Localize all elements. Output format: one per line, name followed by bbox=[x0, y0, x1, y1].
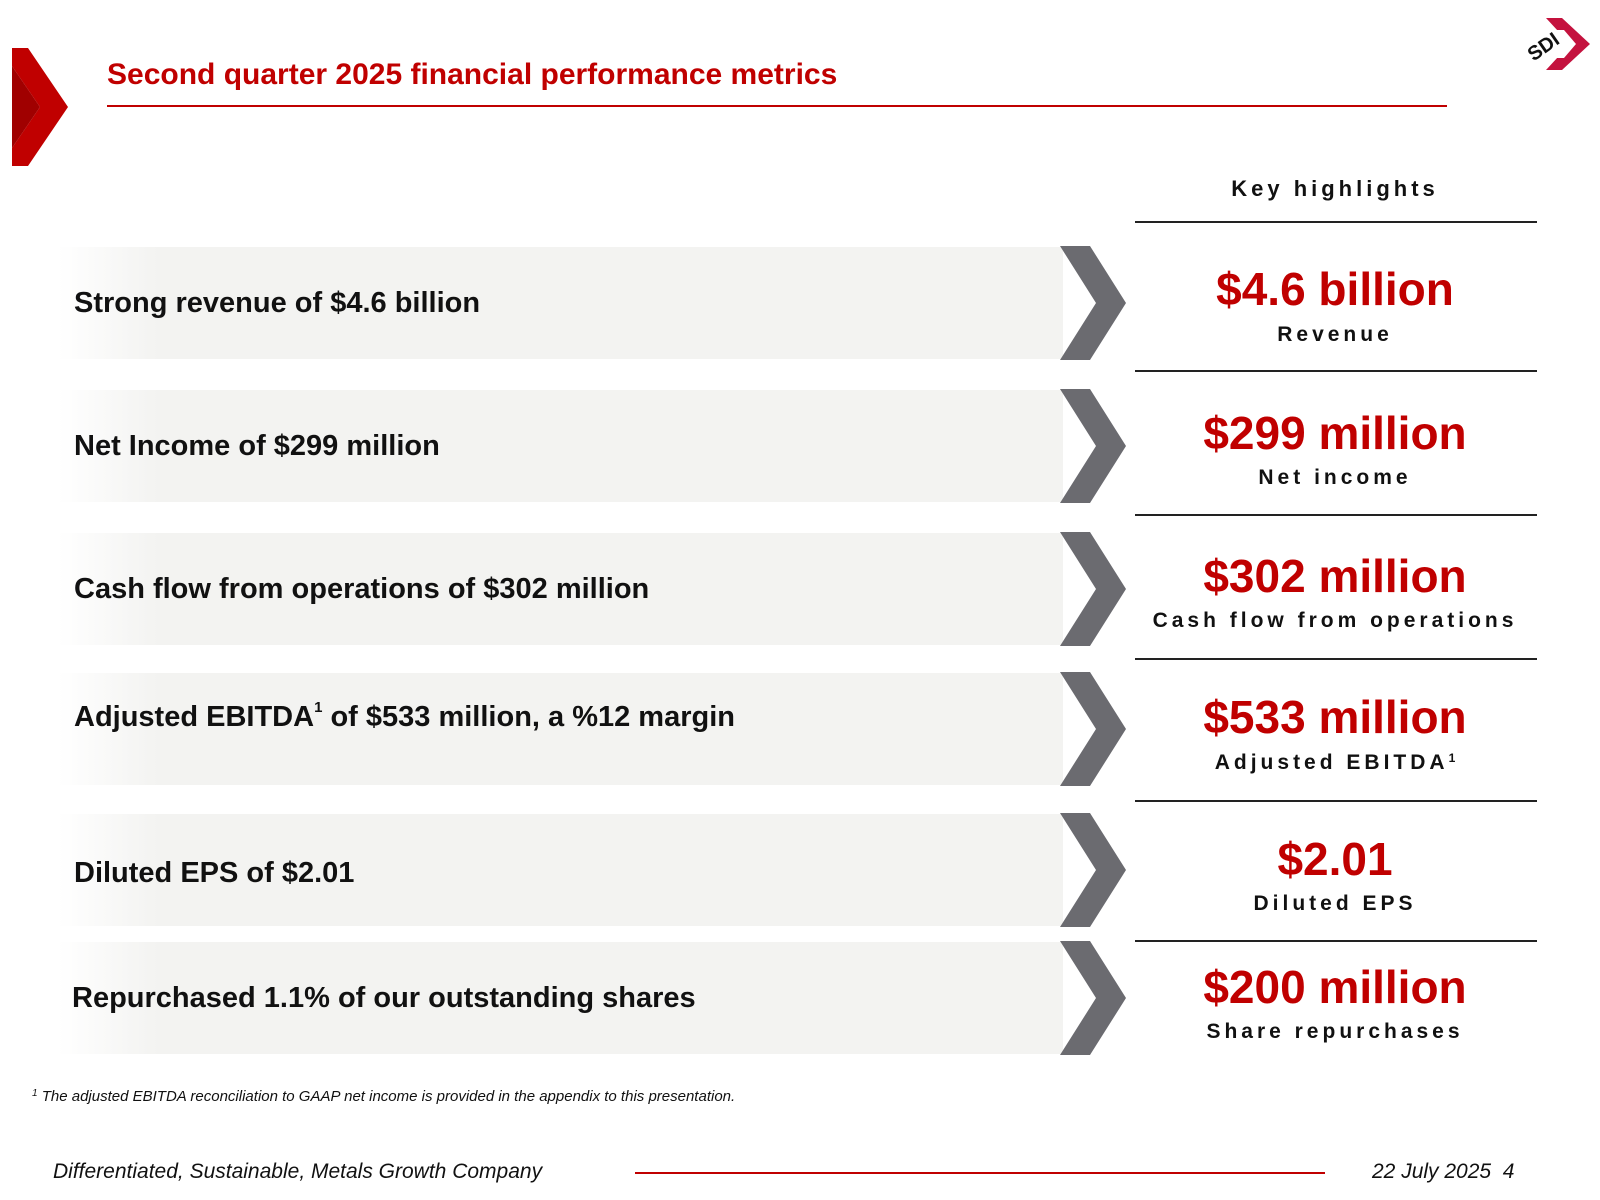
sdi-logo: SDI bbox=[1524, 18, 1590, 70]
metric-row-text: Net Income of $299 million bbox=[74, 430, 440, 462]
highlight-divider bbox=[1135, 370, 1537, 372]
highlight-label-text: Adjusted EBITDA bbox=[1214, 751, 1449, 774]
footnote-text: The adjusted EBITDA reconciliation to GA… bbox=[37, 1088, 736, 1105]
highlight-divider bbox=[1135, 940, 1537, 942]
chevron-right-icon bbox=[1060, 532, 1126, 646]
highlight-divider bbox=[1135, 658, 1537, 660]
metric-row-text-rest: of $533 million, a %12 margin bbox=[322, 701, 735, 733]
title-divider bbox=[107, 105, 1447, 107]
highlight-value: $200 million bbox=[1203, 961, 1467, 1013]
footer-date: 22 July 2025 bbox=[1372, 1160, 1492, 1183]
chevron-right-icon bbox=[1060, 389, 1126, 503]
metric-row-band bbox=[58, 533, 1063, 645]
highlight-label: Net income bbox=[1258, 466, 1412, 489]
footnote-marker: 1 bbox=[1448, 751, 1456, 765]
highlight-label: Adjusted EBITDA1 bbox=[1135, 751, 1535, 775]
highlight-divider bbox=[1135, 221, 1537, 223]
highlight-value: $533 million bbox=[1203, 691, 1467, 743]
metric-row-text: Repurchased 1.1% of our outstanding shar… bbox=[72, 982, 696, 1014]
footer-tagline: Differentiated, Sustainable, Metals Grow… bbox=[53, 1160, 543, 1183]
highlight-divider bbox=[1135, 800, 1537, 802]
chevron-right-icon bbox=[1060, 672, 1126, 786]
highlight-value: $2.01 bbox=[1277, 833, 1393, 885]
metric-row-band bbox=[58, 814, 1063, 926]
metric-row-band bbox=[58, 390, 1063, 502]
footnote-marker: 1 bbox=[32, 1088, 38, 1099]
highlight-label: Diluted EPS bbox=[1253, 892, 1417, 915]
highlight-label: Share repurchases bbox=[1206, 1020, 1464, 1043]
chevron-right-icon bbox=[1060, 813, 1126, 927]
metric-row-text: Strong revenue of $4.6 billion bbox=[74, 287, 481, 319]
metric-row-text: Diluted EPS of $2.01 bbox=[74, 857, 355, 889]
metric-row-text-main: Adjusted EBITDA bbox=[74, 701, 315, 733]
metric-row-band bbox=[58, 247, 1063, 359]
highlight-value: $299 million bbox=[1203, 407, 1467, 459]
key-highlights-heading: Key highlights bbox=[1231, 176, 1439, 201]
highlight-value: $302 million bbox=[1203, 550, 1467, 602]
page-title: Second quarter 2025 financial performanc… bbox=[107, 58, 838, 91]
chevron-right-icon bbox=[1060, 941, 1126, 1055]
metric-row-band bbox=[58, 942, 1063, 1054]
highlight-label: Revenue bbox=[1277, 323, 1393, 346]
highlight-divider bbox=[1135, 514, 1537, 516]
footer-divider bbox=[635, 1172, 1325, 1174]
metric-row-band bbox=[58, 673, 1063, 785]
footnote: 1 The adjusted EBITDA reconciliation to … bbox=[32, 1088, 735, 1105]
footnote-marker: 1 bbox=[314, 699, 323, 716]
highlight-label: Cash flow from operations bbox=[1152, 609, 1518, 632]
chevron-right-icon bbox=[1060, 246, 1126, 360]
corner-chevron-icon bbox=[12, 48, 68, 166]
highlight-value: $4.6 billion bbox=[1216, 263, 1454, 315]
metric-row-text: Adjusted EBITDA1 of $533 million, a %12 … bbox=[74, 699, 735, 734]
page-number: 4 bbox=[1502, 1160, 1515, 1183]
metric-row-text: Cash flow from operations of $302 millio… bbox=[74, 573, 650, 605]
footer-date-page: 22 July 2025 4 bbox=[1372, 1160, 1514, 1184]
